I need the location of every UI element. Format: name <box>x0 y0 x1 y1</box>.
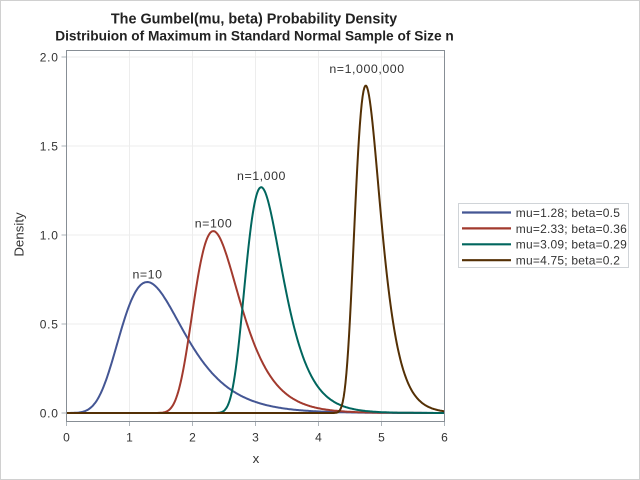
svg-text:mu=1.28; beta=0.5: mu=1.28; beta=0.5 <box>516 206 620 220</box>
svg-text:1.5: 1.5 <box>40 139 59 153</box>
svg-text:n=100: n=100 <box>195 217 233 231</box>
svg-text:mu=4.75; beta=0.2: mu=4.75; beta=0.2 <box>516 254 620 268</box>
svg-text:3: 3 <box>252 431 259 445</box>
svg-text:0.5: 0.5 <box>40 317 59 331</box>
svg-text:5: 5 <box>378 431 385 445</box>
svg-text:0: 0 <box>63 431 70 445</box>
svg-text:Density: Density <box>12 212 27 257</box>
svg-text:mu=3.09; beta=0.29: mu=3.09; beta=0.29 <box>516 238 627 252</box>
svg-text:6: 6 <box>441 431 448 445</box>
svg-text:2.0: 2.0 <box>40 50 59 64</box>
svg-text:mu=2.33; beta=0.36: mu=2.33; beta=0.36 <box>516 222 627 236</box>
svg-text:2: 2 <box>189 431 196 445</box>
svg-text:1: 1 <box>126 431 133 445</box>
svg-text:x: x <box>253 451 260 466</box>
svg-text:4: 4 <box>315 431 322 445</box>
svg-text:0.0: 0.0 <box>40 406 59 420</box>
svg-text:n=1,000,000: n=1,000,000 <box>329 62 404 76</box>
svg-text:Distribuion of Maximum in Stan: Distribuion of Maximum in Standard Norma… <box>55 29 454 44</box>
svg-text:n=1,000: n=1,000 <box>237 169 286 183</box>
svg-text:The Gumbel(mu, beta) Probabili: The Gumbel(mu, beta) Probability Density <box>111 12 397 28</box>
svg-text:n=10: n=10 <box>132 268 162 282</box>
svg-text:1.0: 1.0 <box>40 228 59 242</box>
